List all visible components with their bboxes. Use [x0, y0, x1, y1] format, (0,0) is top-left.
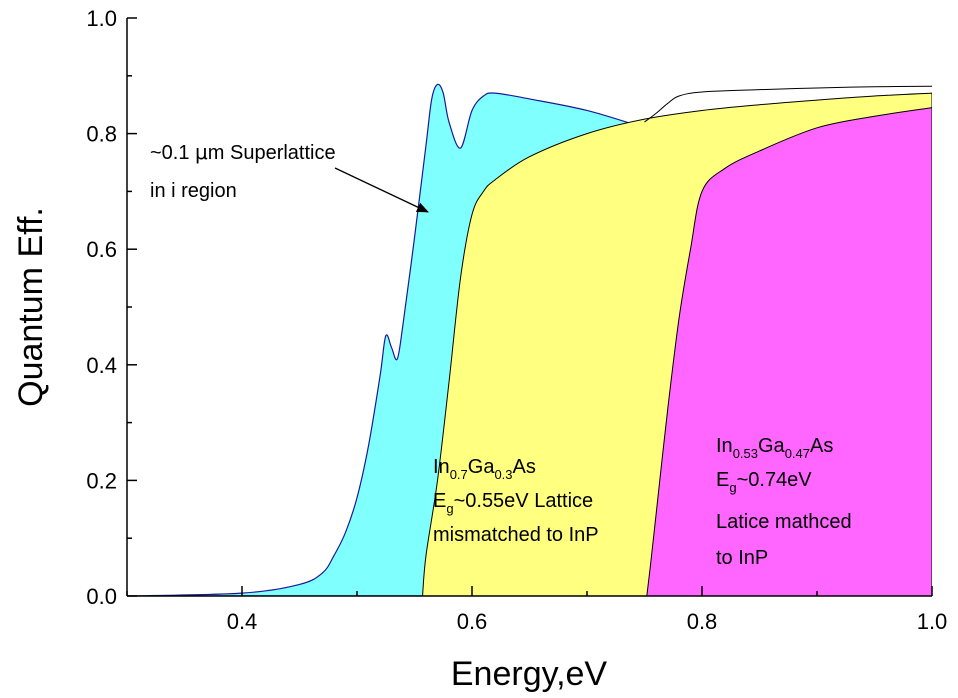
- x-tick-label: 1.0: [917, 609, 948, 634]
- x-tick-label: 0.8: [687, 609, 718, 634]
- x-tick-label: 0.4: [227, 609, 258, 634]
- axis-tick-labels: 0.4 0.6 0.8 1.0 0.0 0.2 0.4 0.6 0.8 1.0: [86, 6, 947, 634]
- mismatched-composition: In0.7Ga0.3As: [433, 456, 536, 482]
- mismatched-annotation: In0.7Ga0.3As Eg~0.55eV Lattice mismatche…: [433, 456, 599, 546]
- matched-label-line4: to InP: [716, 547, 768, 569]
- superlattice-label-line1: ~0.1 μm Superlattice: [150, 140, 336, 164]
- x-axis-title: Energy,eV: [451, 655, 608, 693]
- y-tick-label: 0.0: [86, 584, 117, 609]
- superlattice-annotation: ~0.1 μm Superlattice in i region: [150, 140, 429, 213]
- y-tick-label: 1.0: [86, 6, 117, 31]
- x-tick-label: 0.6: [457, 609, 488, 634]
- y-tick-label: 0.8: [86, 122, 117, 147]
- mismatched-bandgap: Eg~0.55eV Lattice: [433, 490, 593, 516]
- y-tick-label: 0.2: [86, 468, 117, 493]
- matched-bandgap: Eg~0.74eV: [716, 469, 812, 495]
- mismatched-label-line3: mismatched to InP: [433, 524, 599, 546]
- y-tick-label: 0.4: [86, 353, 117, 378]
- matched-composition: In0.53Ga0.47As: [716, 435, 833, 461]
- y-axis-title: Quantum Eff.: [12, 207, 50, 407]
- matched-annotation: In0.53Ga0.47As Eg~0.74eV Latice mathced …: [716, 435, 852, 569]
- plot-area: [127, 83, 932, 596]
- annotation-arrow: [334, 167, 429, 213]
- axis-ticks: [126, 17, 933, 597]
- matched-area: [646, 107, 932, 596]
- superlattice-label-line2: in i region: [150, 180, 237, 202]
- matched-label-line3: Latice mathced: [716, 511, 852, 533]
- y-tick-label: 0.6: [86, 237, 117, 262]
- outline-curve: [644, 85, 932, 123]
